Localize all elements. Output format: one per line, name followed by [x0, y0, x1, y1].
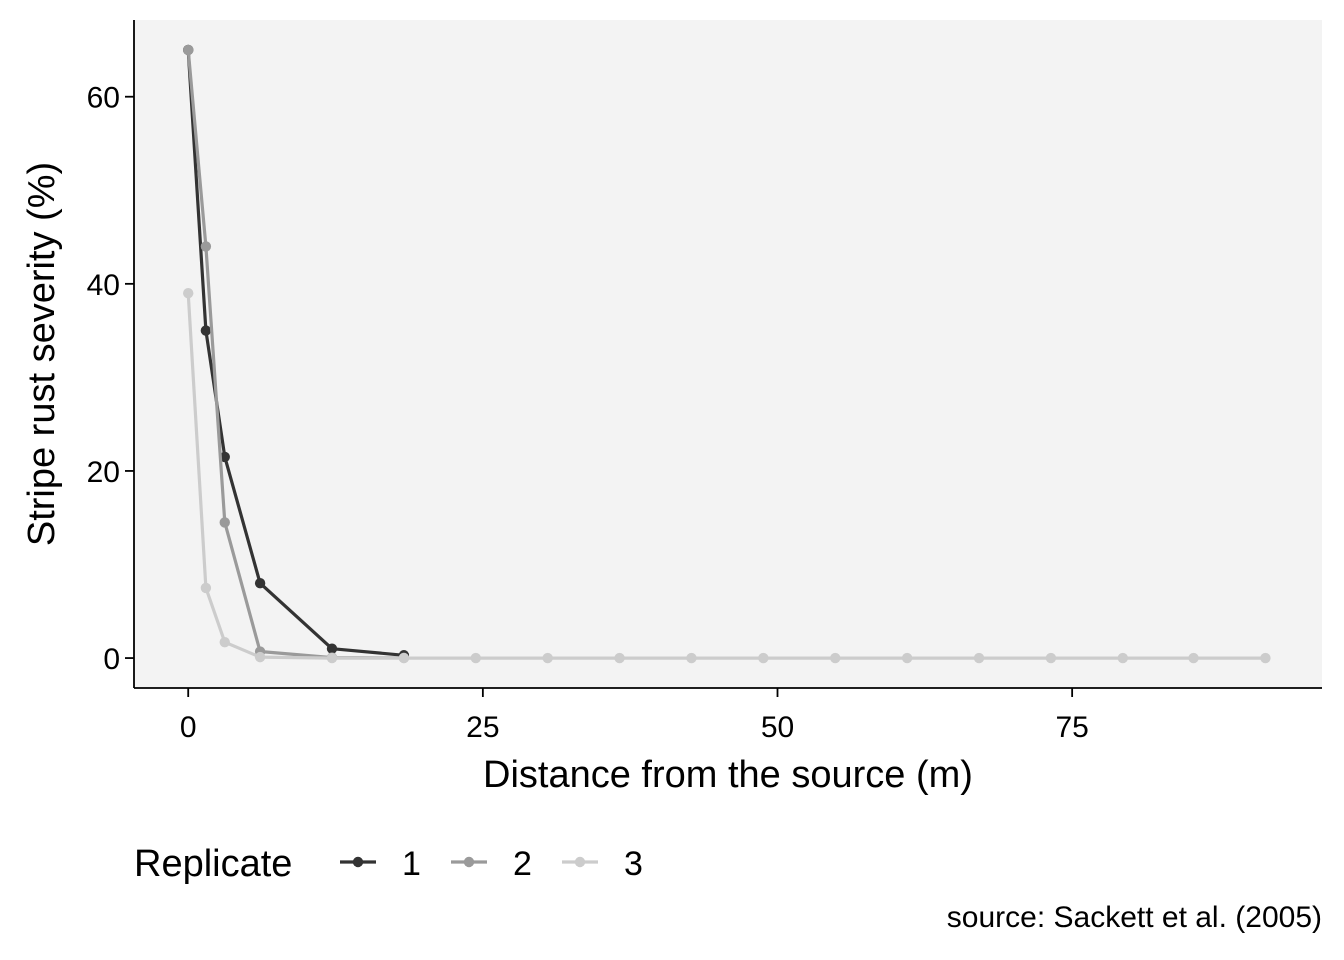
legend-item-2: 2 — [451, 845, 532, 883]
data-point-3 — [326, 652, 338, 664]
x-tick-label: 50 — [761, 711, 794, 744]
source-caption: source: Sackett et al. (2005) — [946, 901, 1322, 934]
data-point-3 — [219, 636, 230, 648]
data-point-3 — [1117, 652, 1129, 664]
data-point-1 — [219, 451, 230, 463]
data-point-3 — [470, 652, 481, 664]
data-point-1 — [254, 578, 266, 589]
data-point-3 — [398, 652, 410, 664]
x-tick-label: 75 — [1055, 711, 1088, 744]
series-layer — [183, 44, 1271, 664]
y-axis-title: Stripe rust severity (%) — [21, 162, 63, 546]
data-point-3 — [1045, 652, 1057, 664]
series-line-3 — [186, 291, 1268, 660]
data-point-3 — [254, 651, 266, 663]
legend-keys: 1 2 3 — [340, 845, 643, 883]
y-axis-ticks: 0 20 40 60 — [87, 82, 134, 676]
legend-label: 1 — [402, 845, 421, 883]
legend-title: Replicate — [134, 843, 292, 885]
legend-item-3: 3 — [562, 845, 643, 883]
plot-panel — [134, 20, 1322, 688]
data-point-1 — [326, 643, 338, 654]
x-axis-title: Distance from the source (m) — [483, 754, 973, 796]
data-point-3 — [200, 582, 212, 594]
y-tick-label: 40 — [87, 269, 120, 302]
x-axis-ticks: 0 25 50 75 — [180, 688, 1089, 744]
data-point-2 — [183, 44, 194, 56]
data-point-3 — [1260, 652, 1271, 664]
legend-key-point — [352, 856, 364, 868]
data-point-3 — [973, 652, 985, 664]
series-line-1 — [186, 48, 406, 657]
legend-label: 3 — [624, 845, 643, 883]
data-point-3 — [686, 652, 697, 664]
data-point-3 — [1188, 652, 1199, 664]
y-tick-label: 60 — [87, 82, 120, 115]
legend-key-point — [574, 856, 586, 868]
x-tick-label: 25 — [466, 711, 499, 744]
legend-label: 2 — [513, 845, 532, 883]
legend-item-1: 1 — [340, 845, 421, 883]
data-point-3 — [758, 652, 769, 664]
data-point-3 — [901, 652, 913, 664]
legend-key-point — [463, 856, 475, 868]
data-point-1 — [200, 325, 212, 336]
y-tick-label: 0 — [103, 643, 120, 676]
y-tick-label: 20 — [87, 456, 120, 489]
data-point-3 — [183, 287, 194, 299]
data-point-2 — [219, 517, 230, 528]
x-tick-label: 0 — [180, 711, 197, 744]
data-point-3 — [830, 652, 841, 664]
data-point-3 — [542, 652, 553, 664]
data-point-3 — [614, 652, 625, 664]
data-point-2 — [200, 241, 212, 252]
legend: Replicate 1 2 3 — [134, 843, 643, 885]
